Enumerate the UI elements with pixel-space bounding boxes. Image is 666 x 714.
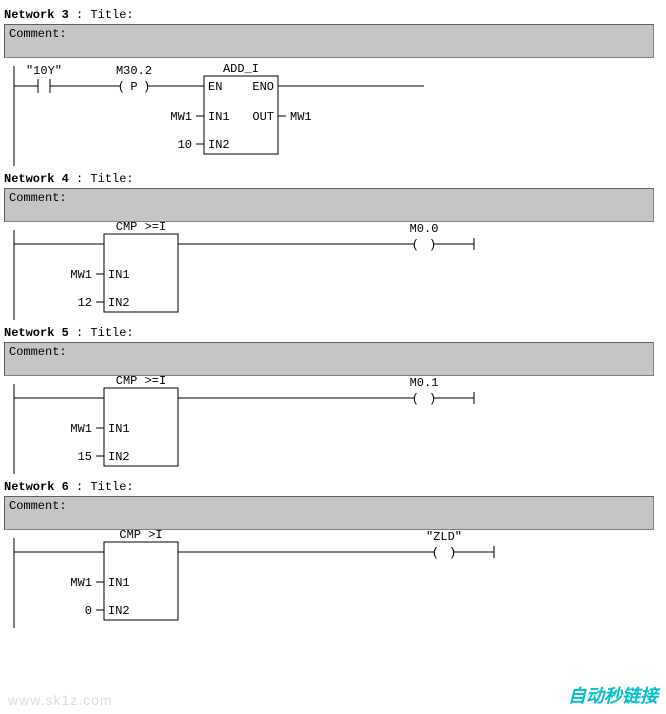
pin-value: MW1 xyxy=(70,576,92,590)
ladder-rung: CMP >=I IN1 MW1 IN2 12 () M0.0 xyxy=(4,222,654,322)
pin-value: 0 xyxy=(85,604,92,618)
pin-value: 15 xyxy=(78,450,92,464)
rung-container: "10Y" ( P) M30.2 ADD_IEN IN1 MW1 IN2 10 ENO OUT MW1 xyxy=(4,58,654,168)
comment-box[interactable]: Comment: xyxy=(4,496,654,530)
svg-text:P: P xyxy=(130,80,137,94)
contact-label: "10Y" xyxy=(26,64,62,78)
pin-label: IN2 xyxy=(108,604,130,618)
network-title-label: : Title: xyxy=(76,172,134,186)
network-title-label: : Title: xyxy=(76,326,134,340)
pin-label: IN1 xyxy=(208,110,230,124)
svg-text:(: ( xyxy=(412,238,419,252)
pin-value: 10 xyxy=(178,138,192,152)
pulse-label: M30.2 xyxy=(116,64,152,78)
svg-text:(: ( xyxy=(412,392,419,406)
network-title-label: : Title: xyxy=(76,8,134,22)
network-header: Network 4 : Title: xyxy=(4,172,666,186)
network-title-label: : Title: xyxy=(76,480,134,494)
pin-label: IN1 xyxy=(108,268,130,282)
pin-label: IN2 xyxy=(208,138,230,152)
pin-label: IN1 xyxy=(108,422,130,436)
fbox-title: CMP >=I xyxy=(116,222,166,234)
svg-text:): ) xyxy=(429,238,436,252)
comment-box[interactable]: Comment: xyxy=(4,188,654,222)
ladder-rung: "10Y" ( P) M30.2 ADD_IEN IN1 MW1 IN2 10 ENO OUT MW1 xyxy=(4,58,654,168)
rung-container: CMP >=I IN1 MW1 IN2 15 () M0.1 xyxy=(4,376,654,476)
fbox-title: CMP >I xyxy=(119,530,162,542)
pin-value: MW1 xyxy=(170,110,192,124)
svg-text:): ) xyxy=(143,80,150,94)
network-number: Network 4 xyxy=(4,172,76,186)
rung-container: CMP >=I IN1 MW1 IN2 12 () M0.0 xyxy=(4,222,654,322)
coil-label: M0.0 xyxy=(410,222,439,236)
pin-label: IN2 xyxy=(108,450,130,464)
network-number: Network 6 xyxy=(4,480,76,494)
pin-label: ENO xyxy=(252,80,274,94)
pin-value: 12 xyxy=(78,296,92,310)
pin-label: IN1 xyxy=(108,576,130,590)
ladder-rung: CMP >=I IN1 MW1 IN2 15 () M0.1 xyxy=(4,376,654,476)
pin-value: MW1 xyxy=(70,268,92,282)
watermark-left: www.sk1z.com xyxy=(8,692,113,708)
fbox-title: ADD_I xyxy=(223,62,259,76)
pin-value: MW1 xyxy=(70,422,92,436)
svg-text:): ) xyxy=(449,546,456,560)
coil-label: M0.1 xyxy=(410,376,439,390)
network-number: Network 5 xyxy=(4,326,76,340)
comment-box[interactable]: Comment: xyxy=(4,24,654,58)
rung-container: CMP >I IN1 MW1 IN2 0 () "ZLD" xyxy=(4,530,654,630)
fbox-title: CMP >=I xyxy=(116,376,166,388)
pin-label: OUT xyxy=(252,110,274,124)
ladder-rung: CMP >I IN1 MW1 IN2 0 () "ZLD" xyxy=(4,530,654,630)
pin-label: EN xyxy=(208,80,222,94)
comment-box[interactable]: Comment: xyxy=(4,342,654,376)
svg-text:(: ( xyxy=(432,546,439,560)
coil-label: "ZLD" xyxy=(426,530,462,544)
pin-label: IN2 xyxy=(108,296,130,310)
pin-value: MW1 xyxy=(290,110,312,124)
network-number: Network 3 xyxy=(4,8,76,22)
network-header: Network 5 : Title: xyxy=(4,326,666,340)
network-header: Network 3 : Title: xyxy=(4,8,666,22)
svg-text:): ) xyxy=(429,392,436,406)
svg-text:(: ( xyxy=(118,80,125,94)
watermark-right: 自动秒链接 xyxy=(568,682,658,708)
network-header: Network 6 : Title: xyxy=(4,480,666,494)
